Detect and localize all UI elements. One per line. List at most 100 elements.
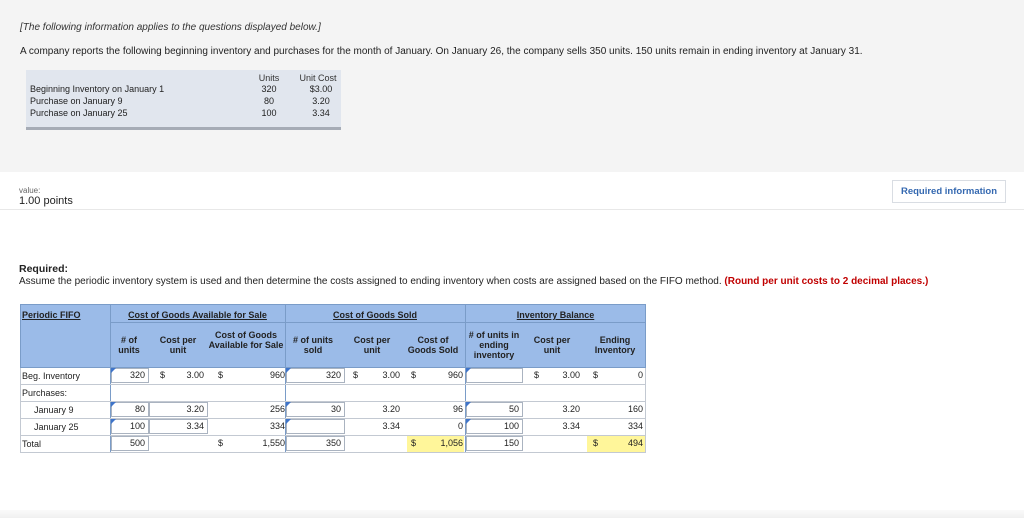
row-cost: $3.00 [309, 84, 333, 94]
total-end-units: 150 [466, 436, 523, 451]
row-cost: 3.20 [312, 96, 330, 106]
fifo-worksheet: Periodic FIFO Cost of Goods Available fo… [20, 304, 646, 453]
required-instruction: Assume the periodic inventory system is … [19, 276, 722, 287]
divider [0, 209, 1024, 210]
jan9-units-input[interactable]: 80 [111, 402, 149, 417]
method-title: Periodic FIFO [22, 310, 81, 320]
row-cost: 3.34 [312, 108, 330, 118]
table-edge [645, 368, 646, 453]
jan25-end-units-input[interactable]: 100 [466, 419, 523, 434]
jan9-end-units-input[interactable]: 50 [466, 402, 523, 417]
row-label-jan25: January 25 [34, 422, 79, 432]
table-edge [20, 368, 21, 453]
worksheet-header [20, 304, 646, 368]
col-units-sold: # of units sold [293, 335, 333, 355]
dollar-sign: $ [411, 370, 417, 380]
jan25-cost-input[interactable]: 3.34 [149, 419, 208, 434]
beg-cogas: 960 [269, 370, 285, 380]
jan25-sold-cost: 3.34 [382, 421, 400, 431]
dollar-sign: $ [411, 438, 417, 448]
dollar-sign: $ [218, 438, 224, 448]
col-ending: Ending Inventory [594, 335, 636, 355]
row-label-beg: Beg. Inventory [22, 371, 81, 381]
col-cogs: Cost of Goods Sold [407, 335, 459, 355]
row-label: Purchase on January 25 [30, 108, 128, 118]
col-cost-per-unit-sold: Cost per unit [353, 335, 391, 355]
beg-cogs: 960 [447, 370, 463, 380]
row-label: Beginning Inventory on January 1 [30, 84, 165, 94]
total-units: 500 [111, 436, 149, 451]
col-cogas: Cost of Goods Available for Sale [208, 330, 284, 350]
beg-sold-units-input[interactable]: 320 [286, 368, 345, 383]
row-units: 100 [261, 108, 277, 118]
jan9-sold-units-input[interactable]: 30 [286, 402, 345, 417]
required-text: Assume the periodic inventory system is … [19, 276, 928, 287]
beg-end-cost: 3.00 [562, 370, 580, 380]
row-rule [20, 384, 646, 385]
dollar-sign: $ [353, 370, 359, 380]
total-cogs: 1,056 [440, 438, 463, 448]
beg-ending: 0 [637, 370, 643, 380]
group-balance: Inventory Balance [516, 310, 595, 320]
col-cost-per-unit: Cost per unit [159, 335, 197, 355]
jan9-ending: 160 [627, 404, 643, 414]
intro-text: [The following information applies to th… [20, 22, 321, 33]
row-rule [20, 452, 646, 453]
unit-cost-header: Unit Cost [299, 73, 337, 83]
header-rule [111, 322, 645, 323]
beg-end-units-input[interactable] [466, 368, 523, 383]
inventory-row: Purchase on January 9 80 3.20 [26, 96, 341, 108]
inventory-row: Purchase on January 25 100 3.34 [26, 108, 341, 120]
jan9-cogas: 256 [269, 404, 285, 414]
total-ending: 494 [627, 438, 643, 448]
col-divider [285, 304, 286, 453]
rounding-note: (Round per unit costs to 2 decimal place… [724, 276, 929, 287]
required-information-button[interactable]: Required information [892, 180, 1006, 203]
jan25-units-input[interactable]: 100 [111, 419, 149, 434]
jan25-sold-units-input[interactable] [286, 419, 345, 434]
bottom-bar [0, 510, 1024, 518]
row-units: 320 [261, 84, 277, 94]
col-divider [465, 304, 466, 453]
jan9-cogs: 96 [452, 404, 463, 414]
points-value: 1.00 points [19, 195, 73, 207]
row-label-jan9: January 9 [34, 405, 74, 415]
total-sold-units: 350 [286, 436, 345, 451]
jan25-end-cost: 3.34 [562, 421, 580, 431]
row-label-purchases: Purchases: [22, 388, 68, 398]
units-header: Units [258, 73, 280, 83]
jan9-end-cost: 3.20 [562, 404, 580, 414]
dollar-sign: $ [218, 370, 224, 380]
jan25-cogas: 334 [269, 421, 285, 431]
jan9-sold-cost: 3.20 [382, 404, 400, 414]
dollar-sign: $ [534, 370, 540, 380]
dollar-sign: $ [160, 370, 166, 380]
value-label: value: [19, 186, 41, 195]
col-units: # of units [118, 335, 140, 355]
row-rule [20, 418, 646, 419]
ending-total-highlight [587, 436, 645, 452]
beg-units-input[interactable]: 320 [111, 368, 149, 383]
row-label-total: Total [22, 439, 42, 449]
jan25-ending: 334 [627, 421, 643, 431]
total-cogas: 1,550 [262, 438, 285, 448]
beg-cost-input[interactable]: 3.00 [170, 368, 208, 383]
row-label: Purchase on January 9 [30, 96, 123, 106]
jan25-cogs: 0 [457, 421, 463, 431]
row-rule [20, 435, 646, 436]
col-divider [110, 304, 111, 453]
col-units-ending: # of units in ending inventory [468, 330, 520, 360]
info-panel: [The following information applies to th… [0, 0, 1024, 172]
group-available: Cost of Goods Available for Sale [128, 310, 267, 320]
required-title: Required: [19, 263, 69, 275]
inventory-table: Units Unit Cost Beginning Inventory on J… [26, 70, 341, 130]
dollar-sign: $ [593, 370, 599, 380]
row-units: 80 [263, 96, 274, 106]
cogs-total-highlight [407, 436, 464, 452]
col-cost-per-unit-ending: Cost per unit [533, 335, 571, 355]
group-sold: Cost of Goods Sold [333, 310, 417, 320]
row-rule [20, 401, 646, 402]
jan9-cost-input[interactable]: 3.20 [149, 402, 208, 417]
inventory-row: Beginning Inventory on January 1 320 $3.… [26, 84, 341, 96]
beg-sold-cost: 3.00 [382, 370, 400, 380]
